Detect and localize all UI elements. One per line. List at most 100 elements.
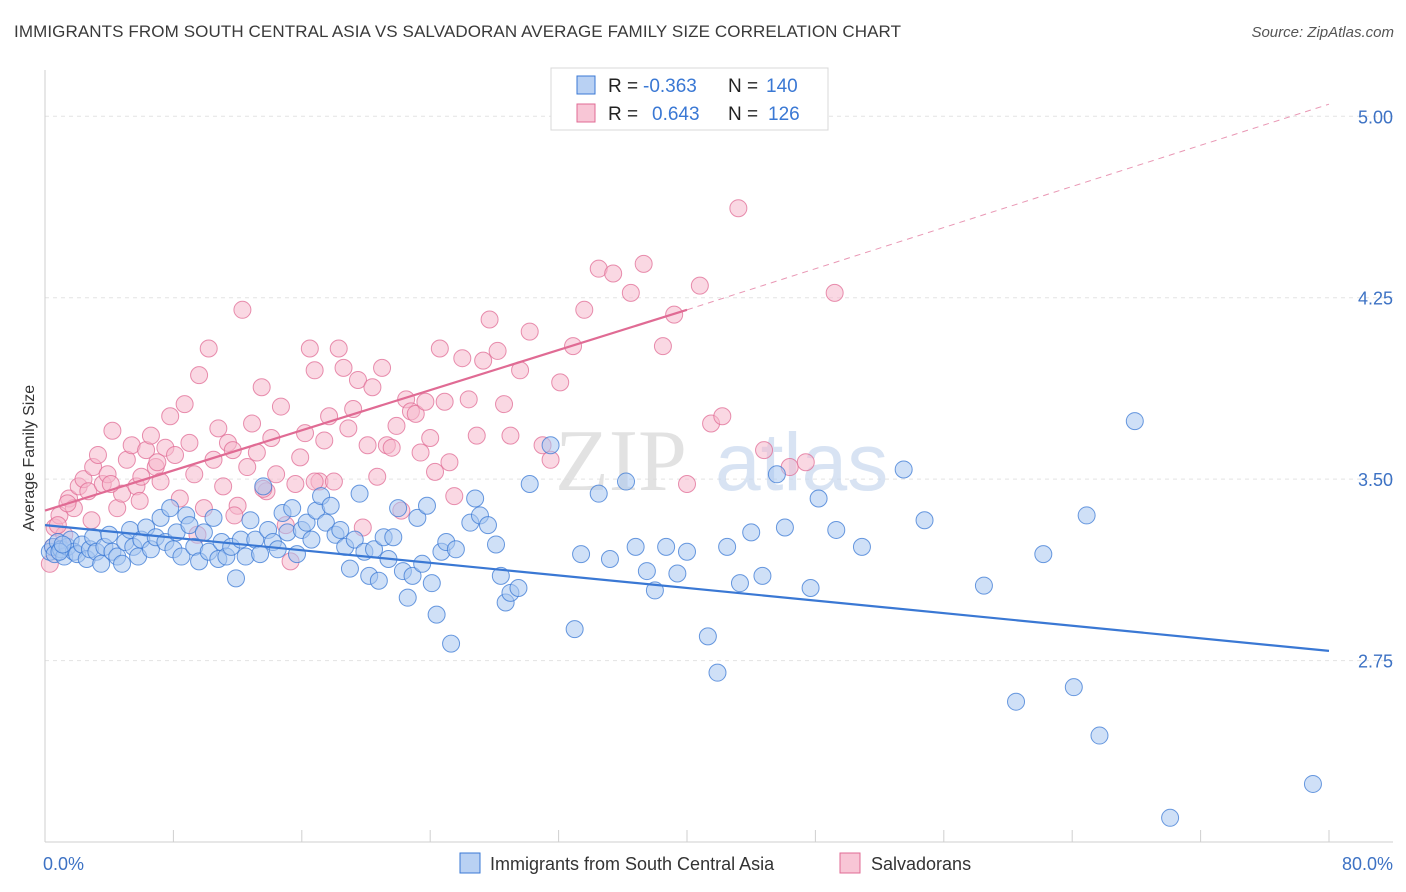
point-pink-121 (148, 453, 167, 472)
point-blue-129 (974, 576, 993, 595)
point-blue-62 (302, 530, 321, 549)
point-pink-48 (271, 397, 290, 416)
point-blue-66 (321, 496, 340, 515)
point-pink-80 (426, 462, 445, 481)
point-blue-102 (520, 474, 539, 493)
point-pink-102 (621, 283, 640, 302)
point-pink-92 (501, 426, 520, 445)
point-pink-68 (368, 467, 387, 486)
point-blue-109 (626, 537, 645, 556)
trend-line-blue (44, 524, 1330, 652)
point-blue-103 (541, 436, 560, 455)
point-blue-82 (398, 588, 417, 607)
point-blue-101 (509, 579, 528, 597)
y-tick-label-1: 3.50 (1358, 470, 1393, 490)
point-blue-58 (283, 499, 302, 518)
stats-swatch-blue (576, 75, 596, 95)
point-blue-130 (1007, 692, 1026, 711)
data-points (40, 199, 1322, 827)
point-pink-40 (233, 300, 252, 319)
point-blue-15 (92, 554, 111, 573)
point-pink-59 (324, 472, 343, 491)
point-blue-116 (708, 663, 727, 682)
point-blue-61 (297, 513, 316, 532)
point-blue-105 (572, 545, 591, 564)
point-blue-34 (172, 547, 191, 566)
point-blue-110 (637, 562, 656, 581)
point-pink-23 (151, 472, 170, 491)
chart-title: IMMIGRANTS FROM SOUTH CENTRAL ASIA VS SA… (14, 22, 902, 41)
trend-lines (44, 103, 1330, 652)
point-blue-71 (345, 530, 364, 549)
point-pink-36 (214, 477, 233, 496)
legend-label-blue: Immigrants from South Central Asia (490, 854, 775, 874)
trend-extension-pink (686, 103, 1330, 311)
point-pink-114 (825, 283, 844, 302)
y-tick-label-3: 5.00 (1358, 107, 1393, 127)
y-tick-label-0: 2.75 (1358, 652, 1393, 672)
point-blue-91 (442, 634, 461, 653)
point-blue-124 (809, 489, 828, 508)
point-blue-131 (1034, 545, 1053, 564)
point-blue-39 (194, 523, 213, 542)
point-blue-88 (427, 605, 446, 624)
point-blue-104 (565, 620, 584, 639)
point-pink-47 (267, 465, 286, 484)
point-blue-36 (180, 516, 199, 535)
point-pink-97 (551, 373, 570, 392)
point-blue-87 (422, 574, 441, 593)
gridlines (45, 115, 1393, 662)
point-pink-107 (690, 276, 709, 295)
point-blue-31 (161, 499, 180, 518)
point-blue-85 (413, 554, 432, 573)
point-pink-81 (430, 339, 449, 358)
point-blue-80 (389, 499, 408, 518)
y-axis-label: Average Family Size (21, 385, 38, 532)
source-credit: Source: ZipAtlas.com (1251, 24, 1394, 41)
point-blue-76 (369, 571, 388, 590)
point-pink-82 (435, 392, 454, 411)
stats-n-value-1: 140 (766, 76, 798, 97)
point-blue-65 (316, 513, 335, 532)
point-blue-96 (478, 516, 497, 535)
stats-r-label-1: R = (608, 76, 638, 97)
point-blue-86 (417, 496, 436, 515)
point-pink-33 (199, 339, 218, 358)
point-blue-17 (100, 525, 119, 544)
legend-swatch-pink (839, 852, 861, 874)
point-blue-122 (775, 518, 794, 537)
point-blue-52 (254, 477, 273, 496)
stats-n-label-1: N = (728, 76, 758, 97)
point-pink-101 (604, 264, 623, 283)
point-pink-87 (467, 426, 486, 445)
point-pink-35 (209, 419, 228, 438)
point-blue-133 (1077, 506, 1096, 525)
point-pink-88 (474, 351, 493, 370)
point-blue-118 (730, 574, 749, 593)
point-pink-55 (305, 361, 324, 380)
point-pink-106 (678, 474, 696, 493)
point-pink-41 (238, 458, 257, 477)
point-pink-113 (796, 453, 815, 472)
point-pink-86 (459, 390, 478, 409)
point-blue-125 (827, 520, 846, 539)
point-blue-137 (1303, 774, 1322, 793)
stats-r-label-2: R = (608, 104, 638, 125)
point-pink-30 (185, 465, 204, 484)
point-blue-135 (1125, 412, 1144, 431)
point-blue-84 (408, 508, 427, 527)
trend-line-pink (44, 308, 688, 512)
point-pink-60 (329, 339, 348, 358)
stats-r-value-2: 0.643 (652, 104, 700, 125)
point-blue-98 (491, 566, 510, 585)
stats-swatch-pink (576, 103, 596, 123)
point-pink-111 (755, 441, 774, 460)
point-blue-72 (350, 484, 369, 503)
axes (44, 70, 1393, 843)
point-blue-70 (340, 559, 359, 578)
point-blue-114 (678, 542, 696, 561)
point-pink-69 (373, 358, 392, 377)
point-pink-13 (103, 421, 122, 440)
point-pink-71 (382, 438, 401, 457)
